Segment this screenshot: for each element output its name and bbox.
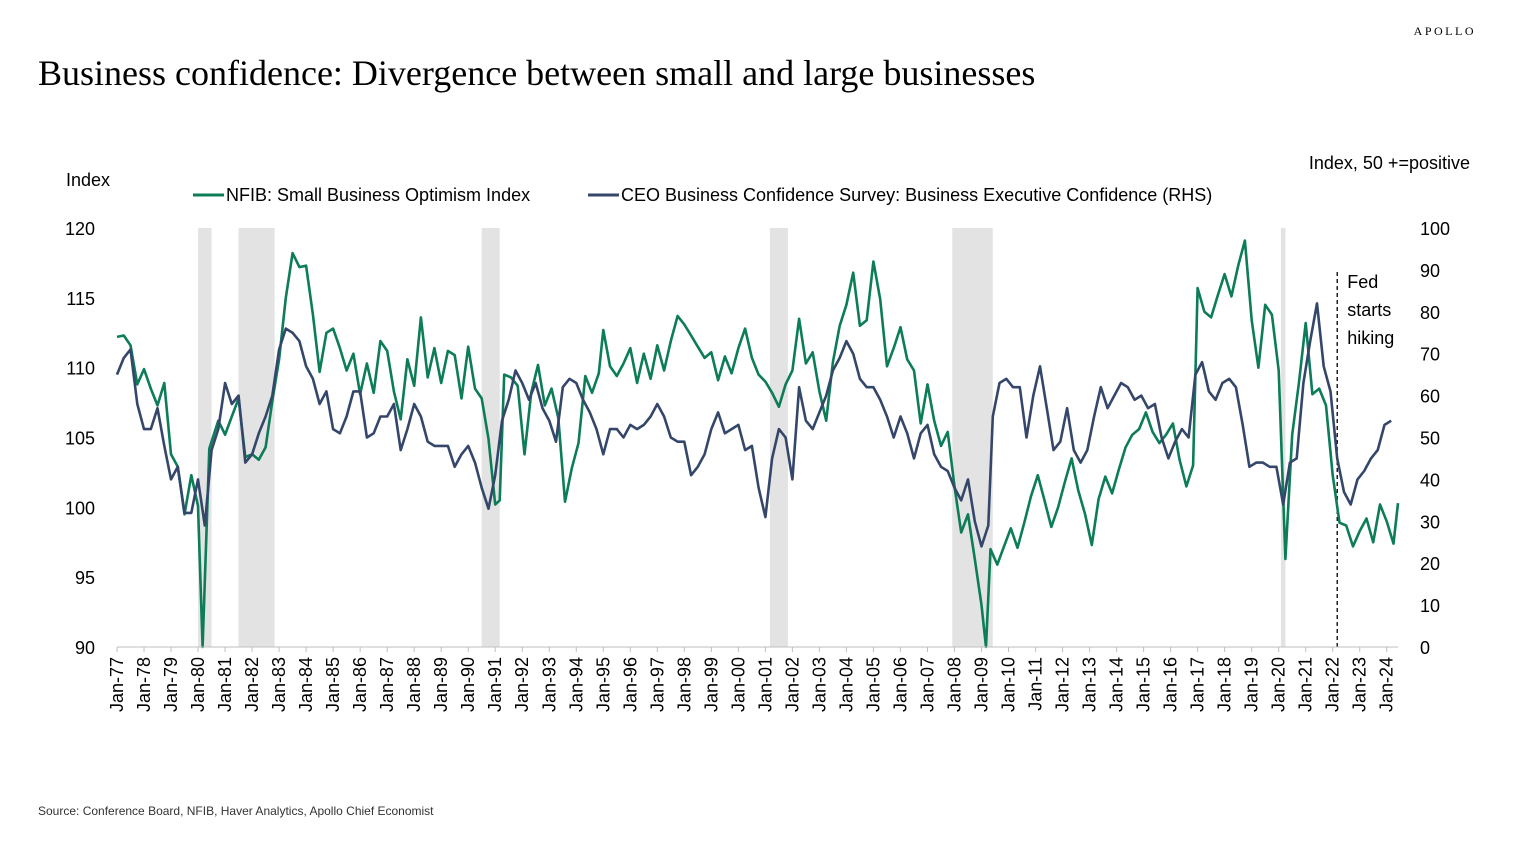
left-axis-title: Index (66, 170, 110, 190)
x-tick-label: Jan-08 (944, 657, 964, 712)
right-tick-label: 100 (1420, 219, 1450, 239)
x-tick-label: Jan-95 (593, 657, 613, 712)
legend-label-nfib: NFIB: Small Business Optimism Index (226, 185, 530, 205)
x-tick-label: Jan-93 (539, 657, 559, 712)
line-chart: Fed starts hiking Jan-77 Jan-78 Jan-79 Jan-80… (0, 0, 1516, 842)
x-tick-label: Jan-98 (674, 657, 694, 712)
x-tick-label: Jan-91 (485, 657, 505, 712)
x-tick-label: Jan-06 (890, 657, 910, 712)
series-line-1 (117, 303, 1391, 546)
x-tick-label: Jan-96 (620, 657, 640, 712)
x-tick-label: Jan-88 (404, 657, 424, 712)
left-tick-label: 110 (66, 359, 95, 379)
left-tick-label: 95 (75, 568, 95, 588)
x-tick-label: Jan-81 (215, 657, 235, 712)
x-tick-label: Jan-84 (296, 657, 316, 712)
x-tick-label: Jan-11 (1026, 657, 1046, 711)
x-tick-label: Jan-80 (188, 657, 208, 712)
x-tick-label: Jan-02 (782, 657, 802, 712)
x-tick-label: Jan-14 (1107, 657, 1127, 712)
x-tick-label: Jan-87 (377, 657, 397, 712)
fed-hiking-annotation: Fed starts hiking (1337, 272, 1394, 647)
x-tick-label: Jan-21 (1296, 657, 1316, 712)
x-axis-ticks: Jan-77 Jan-78 Jan-79 Jan-80 Jan-81 Jan-82 Jan-… (107, 647, 1397, 712)
series-line-0 (117, 241, 1398, 647)
left-tick-label: 100 (65, 498, 95, 518)
x-tick-label: Jan-23 (1350, 657, 1370, 712)
x-tick-label: Jan-24 (1377, 657, 1397, 712)
right-tick-label: 30 (1420, 512, 1440, 532)
right-tick-label: 60 (1420, 387, 1440, 407)
x-tick-label: Jan-10 (999, 657, 1019, 712)
annotation-line-0: Fed (1347, 272, 1378, 292)
x-tick-label: Jan-79 (161, 657, 181, 712)
x-tick-label: Jan-09 (972, 657, 992, 712)
right-tick-label: 70 (1420, 345, 1440, 365)
x-tick-label: Jan-18 (1215, 657, 1235, 712)
annotation-line-2: hiking (1347, 328, 1394, 348)
recession-band-2 (482, 228, 500, 647)
x-tick-label: Jan-99 (701, 657, 721, 712)
x-tick-label: Jan-90 (458, 657, 478, 712)
right-tick-label: 10 (1420, 596, 1440, 616)
right-tick-label: 20 (1420, 554, 1440, 574)
x-tick-label: Jan-92 (512, 657, 532, 712)
x-tick-label: Jan-19 (1242, 657, 1262, 712)
x-tick-label: Jan-04 (836, 657, 856, 712)
x-tick-label: Jan-00 (728, 657, 748, 712)
left-tick-label: 90 (75, 638, 95, 658)
x-tick-label: Jan-13 (1080, 657, 1100, 712)
x-tick-label: Jan-17 (1188, 657, 1208, 712)
legend: NFIB: Small Business Optimism Index CEO … (193, 185, 1212, 205)
right-tick-label: 90 (1420, 261, 1440, 281)
x-tick-label: Jan-94 (566, 657, 586, 712)
x-tick-label: Jan-22 (1323, 657, 1343, 712)
right-tick-label: 80 (1420, 303, 1440, 323)
x-tick-label: Jan-07 (917, 657, 937, 712)
x-tick-label: Jan-12 (1053, 657, 1073, 712)
right-tick-label: 50 (1420, 429, 1440, 449)
left-tick-label: 105 (65, 429, 95, 449)
x-tick-label: Jan-97 (647, 657, 667, 712)
x-tick-label: Jan-78 (134, 657, 154, 712)
annotation-line-1: starts (1347, 300, 1391, 320)
x-tick-label: Jan-85 (323, 657, 343, 712)
x-tick-label: Jan-20 (1269, 657, 1289, 712)
left-tick-label: 120 (65, 219, 95, 239)
x-tick-label: Jan-77 (107, 657, 127, 712)
x-tick-label: Jan-03 (809, 657, 829, 712)
source-note: Source: Conference Board, NFIB, Haver An… (38, 804, 434, 818)
left-tick-label: 115 (66, 289, 95, 309)
x-tick-label: Jan-01 (755, 657, 775, 712)
x-tick-label: Jan-89 (431, 657, 451, 712)
x-tick-label: Jan-16 (1161, 657, 1181, 712)
x-tick-label: Jan-83 (269, 657, 289, 712)
left-axis-ticks: 120 115 110 105 100 95 90 (65, 219, 95, 658)
right-axis-title: Index, 50 +=positive (1309, 153, 1470, 173)
right-tick-label: 40 (1420, 470, 1440, 490)
right-tick-label: 0 (1420, 638, 1430, 658)
legend-label-ceo: CEO Business Confidence Survey: Business… (621, 185, 1212, 205)
x-tick-label: Jan-15 (1134, 657, 1154, 712)
series-lines (117, 241, 1398, 647)
recession-band-4 (952, 228, 993, 647)
x-tick-label: Jan-86 (350, 657, 370, 712)
x-tick-label: Jan-82 (242, 657, 262, 712)
x-tick-label: Jan-05 (863, 657, 883, 712)
